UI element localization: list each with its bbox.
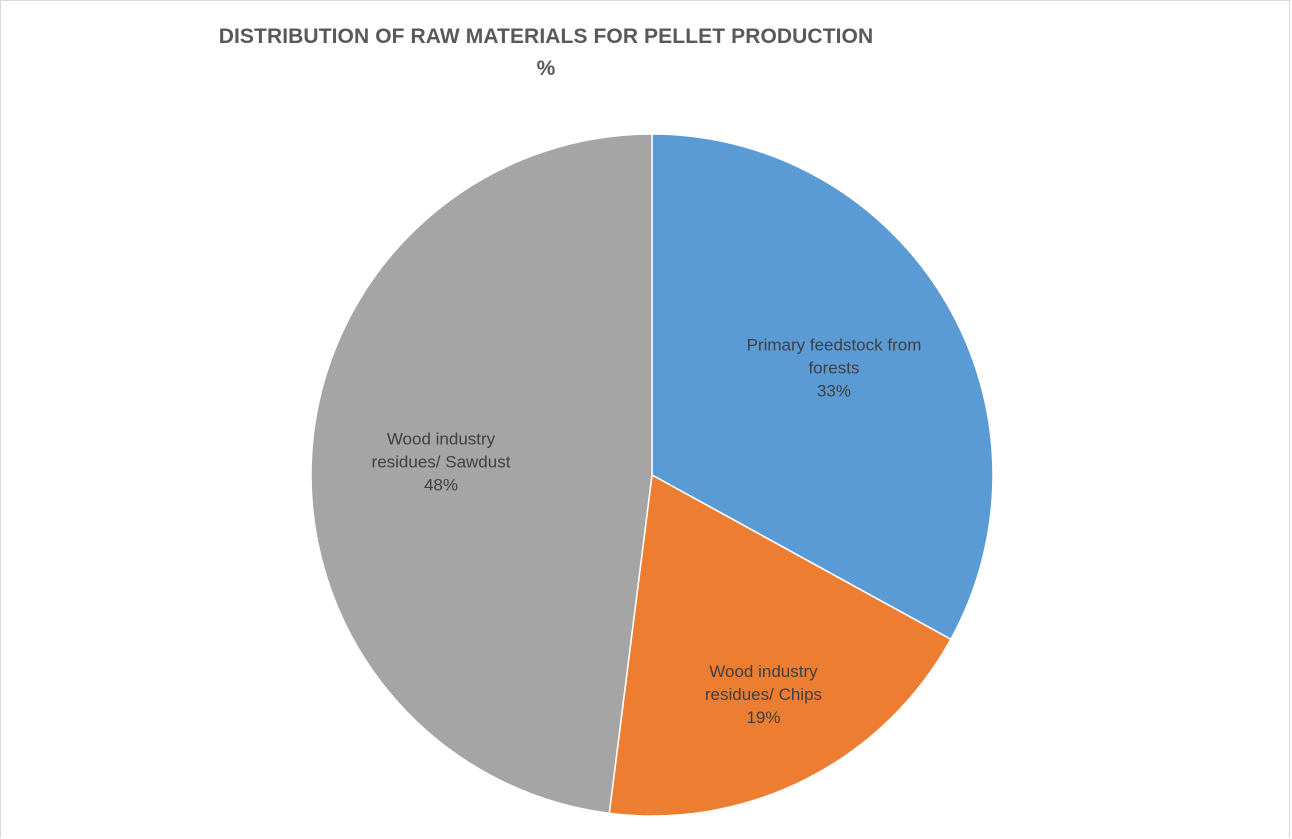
pie-slice-wood-industry-residues-sawdust — [310, 133, 653, 815]
data-label-wood-industry-residues-chips: Wood industry residues/ Chips 19% — [705, 662, 822, 727]
pie-slice-primary-feedstock-from-forests — [651, 133, 994, 641]
pie-slice-wood-industry-residues-chips — [608, 473, 952, 817]
chart-title-main: DISTRIBUTION OF RAW MATERIALS FOR PELLET… — [218, 25, 874, 48]
chart-title: DISTRIBUTION OF RAW MATERIALS FOR PELLET… — [121, 21, 971, 85]
data-label-wood-industry-residues-sawdust: Wood industry residues/ Sawdust 48% — [372, 430, 511, 495]
data-label-primary-feedstock-from-forests: Primary feedstock from forests 33% — [747, 335, 922, 400]
chart-subtitle: % — [536, 57, 556, 80]
